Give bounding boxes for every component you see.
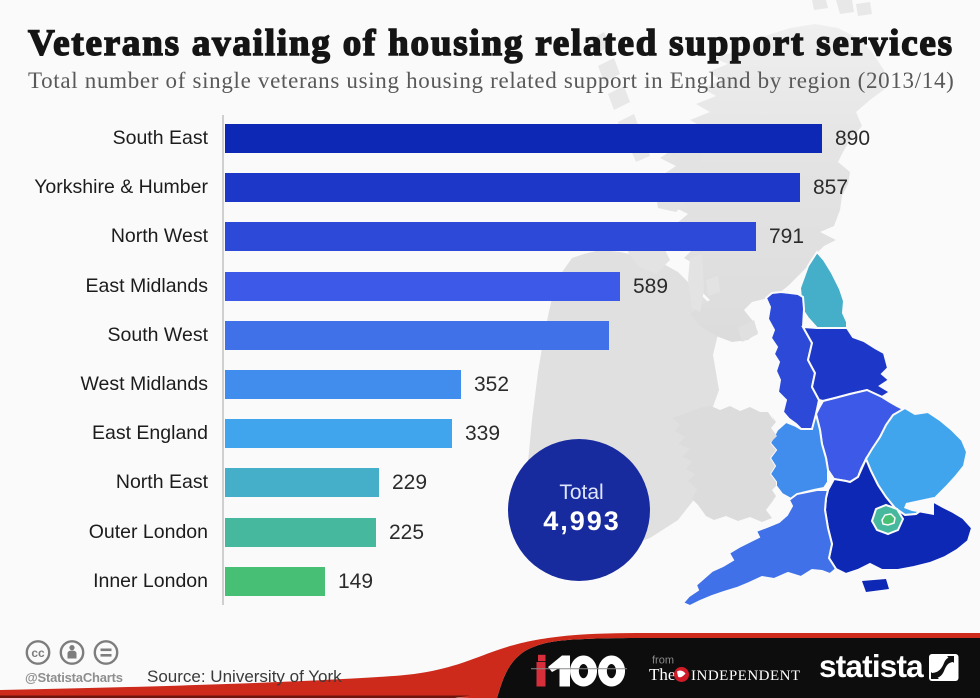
svg-text:from: from [652, 655, 674, 667]
svg-text:cc: cc [31, 646, 45, 660]
svg-text:statista: statista [819, 648, 924, 684]
svg-text:The: The [649, 665, 675, 684]
svg-text:INDEPENDENT: INDEPENDENT [691, 668, 801, 684]
